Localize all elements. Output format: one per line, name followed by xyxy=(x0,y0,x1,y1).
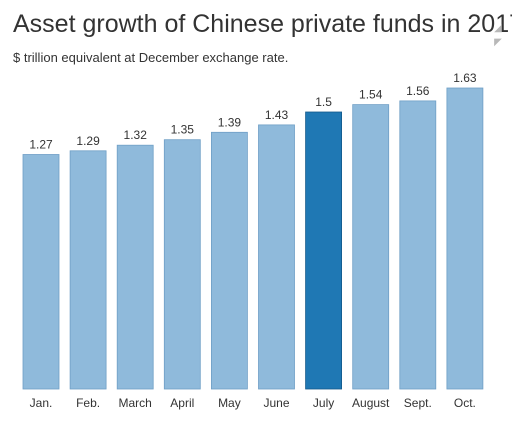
bar-may xyxy=(210,131,248,390)
bar-sept xyxy=(399,100,437,390)
category-label: April xyxy=(170,396,194,410)
category-label: May xyxy=(218,396,241,410)
value-label: 1.29 xyxy=(76,134,100,148)
bar-jan xyxy=(22,154,60,390)
value-label: 1.5 xyxy=(315,95,332,109)
bar-april xyxy=(163,139,201,390)
value-label: 1.63 xyxy=(453,71,477,85)
category-label: March xyxy=(119,396,152,410)
value-label: 1.39 xyxy=(218,115,242,129)
category-label: Feb. xyxy=(76,396,100,410)
bar-oct xyxy=(446,87,484,390)
expand-icon[interactable]: ◢ xyxy=(494,23,502,34)
category-label: August xyxy=(352,396,390,410)
chart-title: Asset growth of Chinese private funds in… xyxy=(13,10,512,38)
category-label: June xyxy=(263,396,289,410)
category-label: Sept. xyxy=(404,396,432,410)
value-label: 1.32 xyxy=(124,128,148,142)
bar-august xyxy=(352,104,390,390)
collapse-icon[interactable]: ◤ xyxy=(494,37,502,48)
bar-march xyxy=(116,144,154,390)
value-label: 1.56 xyxy=(406,84,430,98)
bar-feb xyxy=(69,150,107,390)
category-label: Oct. xyxy=(454,396,476,410)
value-label: 1.27 xyxy=(29,138,53,152)
value-label: 1.54 xyxy=(359,88,383,102)
bar-july xyxy=(305,111,343,390)
bar-june xyxy=(258,124,295,390)
value-label: 1.43 xyxy=(265,108,289,122)
chart-subtitle: $ trillion equivalent at December exchan… xyxy=(13,50,289,65)
category-label: July xyxy=(313,396,334,410)
category-label: Jan. xyxy=(30,396,53,410)
value-label: 1.35 xyxy=(171,123,195,137)
